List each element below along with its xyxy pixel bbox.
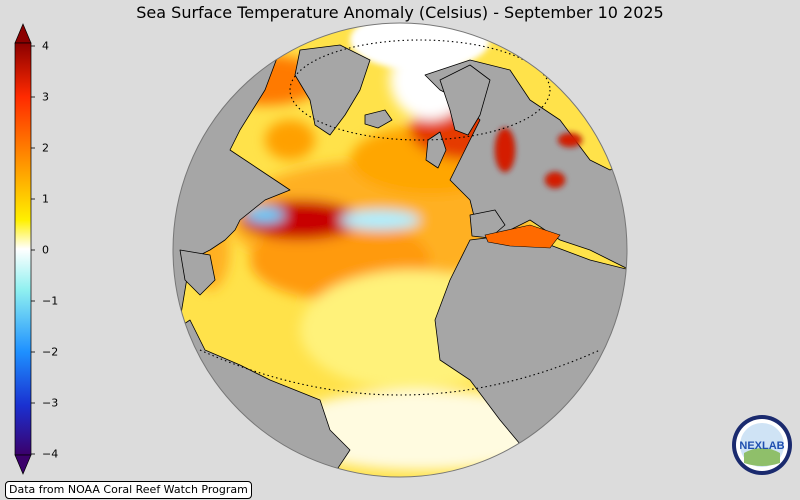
iceland-land (364, 109, 393, 129)
colorbar-graphic (14, 23, 35, 475)
colorbar-tick: 4 (42, 39, 49, 53)
colorbar-tick: 3 (42, 90, 49, 104)
colorbar-tick: 2 (42, 141, 49, 155)
data-credit: Data from NOAA Coral Reef Watch Program (5, 481, 252, 499)
british-isles-land (425, 131, 447, 169)
colorbar-tick: −4 (42, 447, 59, 461)
colorbar-tick: 1 (42, 192, 49, 206)
colorbar-tick: −3 (42, 396, 59, 410)
graticule (199, 39, 601, 396)
globe-map (170, 20, 630, 480)
map-title: Sea Surface Temperature Anomaly (Celsius… (136, 3, 664, 22)
colorbar: 4 3 2 1 0 −1 −2 −3 −4 (0, 22, 70, 478)
logo-text: NEXLAB (739, 440, 784, 452)
globe-graphic (172, 22, 628, 478)
scandinavia-land (439, 64, 491, 136)
mediterranean-sea (484, 224, 561, 249)
iberia-land (469, 209, 506, 239)
colorbar-tick: −1 (42, 294, 59, 308)
nexlab-logo-icon[interactable]: NEXLAB (730, 413, 794, 477)
colorbar-tick: 0 (42, 243, 49, 257)
florida-land (179, 249, 216, 296)
greenland-land (294, 44, 371, 136)
colorbar-tick: −2 (42, 345, 59, 359)
